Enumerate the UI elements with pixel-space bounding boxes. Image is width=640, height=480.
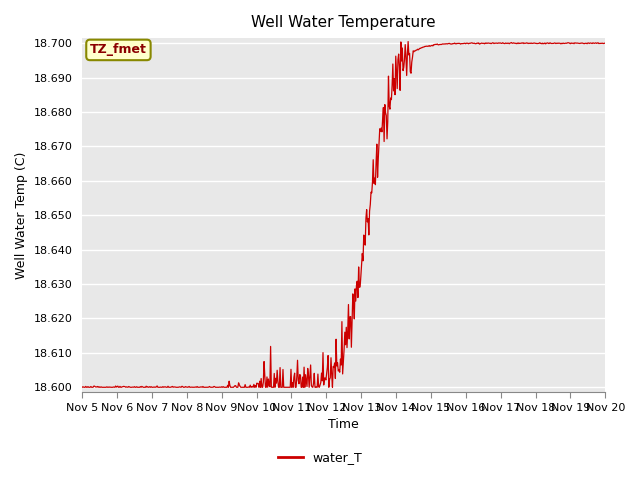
X-axis label: Time: Time	[328, 419, 359, 432]
Text: TZ_fmet: TZ_fmet	[90, 43, 147, 57]
Y-axis label: Well Water Temp (C): Well Water Temp (C)	[15, 152, 28, 279]
Title: Well Water Temperature: Well Water Temperature	[252, 15, 436, 30]
Legend: water_T: water_T	[273, 446, 367, 469]
